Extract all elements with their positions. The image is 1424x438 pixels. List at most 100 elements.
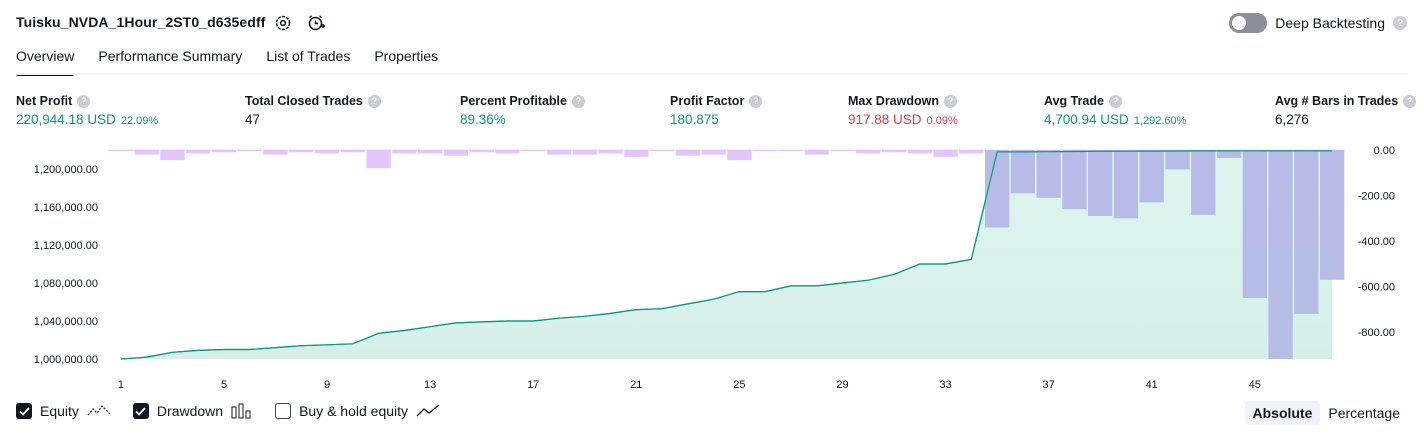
drawdown-bar — [1139, 150, 1164, 203]
drawdown-bar — [649, 150, 675, 152]
metric-label: Avg Trade — [1044, 94, 1104, 108]
drawdown-bar — [418, 150, 443, 154]
drawdown-bar — [160, 150, 185, 161]
drawdown-bar — [521, 150, 546, 152]
x-axis-label: 1 — [118, 379, 124, 391]
legend-buy-hold[interactable]: Buy & hold equity — [275, 403, 440, 419]
equity-icon — [87, 405, 111, 416]
right-axis-label: 0.00 — [1374, 145, 1395, 157]
info-icon[interactable]: ? — [571, 94, 585, 108]
drawdown-bar — [237, 150, 262, 152]
info-icon[interactable]: ? — [367, 94, 381, 108]
tab-list-of-trades[interactable]: List of Trades — [266, 48, 351, 64]
metric-percent-profitable: Percent Profitable? 89.36% — [460, 94, 585, 127]
drawdown-bar — [366, 150, 391, 169]
legend-equity[interactable]: Equity — [16, 403, 111, 419]
drawdown-bar — [1165, 150, 1190, 170]
drawdown-bar — [778, 150, 804, 152]
metric-total-closed-trades: Total Closed Trades? 47 — [245, 94, 381, 127]
drawdown-bar — [572, 150, 597, 155]
drawdown-bar — [134, 150, 159, 155]
drawdown-bar — [830, 150, 855, 152]
info-icon[interactable]: ? — [1108, 94, 1122, 108]
report-tabs: Overview Performance Summary List of Tra… — [16, 48, 439, 76]
drawdown-bar — [1113, 150, 1139, 219]
metric-label: Profit Factor — [670, 94, 745, 108]
legend-label: Buy & hold equity — [299, 403, 409, 419]
drawdown-bar — [1062, 150, 1087, 210]
drawdown-bar — [1268, 150, 1293, 359]
metric-label: Net Profit — [16, 94, 73, 108]
metric-value: 47 — [245, 112, 261, 127]
x-axis-label: 17 — [527, 379, 539, 391]
equity-drawdown-chart[interactable]: 1,200,000.00 1,160,000.00 1,120,000.00 1,08… — [0, 140, 1424, 396]
drawdown-bar — [753, 150, 778, 152]
drawdown-bar — [546, 150, 572, 155]
drawdown-bar — [598, 150, 623, 154]
x-axis-label: 29 — [836, 379, 848, 391]
absolute-button[interactable]: Absolute — [1244, 401, 1321, 425]
metric-percent: 22.09% — [120, 115, 159, 127]
drawdown-bar — [186, 150, 211, 154]
info-icon[interactable]: ? — [1403, 94, 1417, 108]
drawdown-bar — [856, 150, 881, 154]
x-axis-label: 45 — [1249, 379, 1261, 391]
drawdown-bar — [469, 150, 494, 153]
x-axis-label: 5 — [221, 379, 227, 391]
drawdown-bar — [675, 150, 700, 156]
deep-backtesting: Deep Backtesting ? — [1229, 13, 1407, 33]
drawdown-bar — [263, 150, 288, 155]
settings-gear-icon[interactable] — [274, 14, 292, 32]
info-icon[interactable]: ? — [77, 94, 91, 108]
metric-label: Avg # Bars in Trades — [1275, 94, 1399, 108]
info-icon[interactable]: ? — [749, 94, 763, 108]
x-axis-label: 13 — [424, 379, 436, 391]
metric-percent: 1,292.60% — [1133, 115, 1187, 127]
drawdown-bar — [933, 150, 958, 157]
drawdown-bar — [881, 150, 907, 153]
drawdown-bar — [495, 150, 520, 154]
legend-label: Drawdown — [156, 403, 224, 419]
alert-clock-icon[interactable] — [307, 14, 325, 32]
chart-legend: Equity Drawdown Buy & hold equity — [16, 403, 440, 419]
metric-value: 220,944.18 USD — [16, 112, 116, 127]
percentage-button[interactable]: Percentage — [1328, 405, 1400, 421]
legend-label: Equity — [40, 403, 79, 419]
tab-properties[interactable]: Properties — [374, 48, 439, 64]
line-icon — [416, 404, 440, 417]
drawdown-bar — [340, 150, 365, 153]
strategy-title: Tuisku_NVDA_1Hour_2ST0_d635edff — [16, 14, 266, 30]
right-axis-label: -800.00 — [1358, 327, 1395, 339]
metric-value: 180.875 — [670, 112, 719, 127]
tab-overview[interactable]: Overview — [16, 48, 75, 76]
metric-value: 89.36% — [460, 112, 506, 127]
drawdown-bar — [907, 150, 932, 154]
drawdown-bar — [1010, 150, 1035, 194]
tab-performance-summary[interactable]: Performance Summary — [98, 48, 243, 64]
info-icon[interactable]: ? — [944, 94, 957, 108]
left-axis-label: 1,000,000.00 — [34, 354, 98, 366]
drawdown-bar — [314, 150, 340, 154]
legend-drawdown[interactable]: Drawdown — [132, 403, 253, 419]
left-axis-label: 1,040,000.00 — [34, 316, 98, 328]
drawdown-bar — [624, 150, 649, 157]
drawdown-bar — [1294, 150, 1319, 314]
equity-checkbox[interactable] — [16, 403, 32, 419]
deep-backtesting-toggle[interactable] — [1229, 13, 1268, 33]
buy-hold-checkbox[interactable] — [275, 403, 292, 419]
metric-value: 917.88 USD — [848, 112, 922, 127]
metric-label: Percent Profitable — [460, 94, 567, 108]
drawdown-bar — [804, 150, 829, 155]
drawdown-bar — [1216, 150, 1242, 158]
right-axis-label: -200.00 — [1358, 191, 1395, 203]
x-axis-label: 37 — [1042, 379, 1054, 391]
metric-percent: 0.09% — [926, 115, 958, 127]
help-icon[interactable]: ? — [1393, 16, 1407, 30]
drawdown-bar — [727, 150, 752, 161]
drawdown-bar — [289, 150, 314, 153]
equity-line-overlay — [120, 150, 1333, 360]
drawdown-bar — [392, 150, 417, 154]
drawdown-checkbox[interactable] — [132, 403, 149, 419]
drawdown-bar — [701, 150, 726, 155]
metric-max-drawdown: Max Drawdown? 917.88 USD 0.09% — [848, 94, 958, 127]
